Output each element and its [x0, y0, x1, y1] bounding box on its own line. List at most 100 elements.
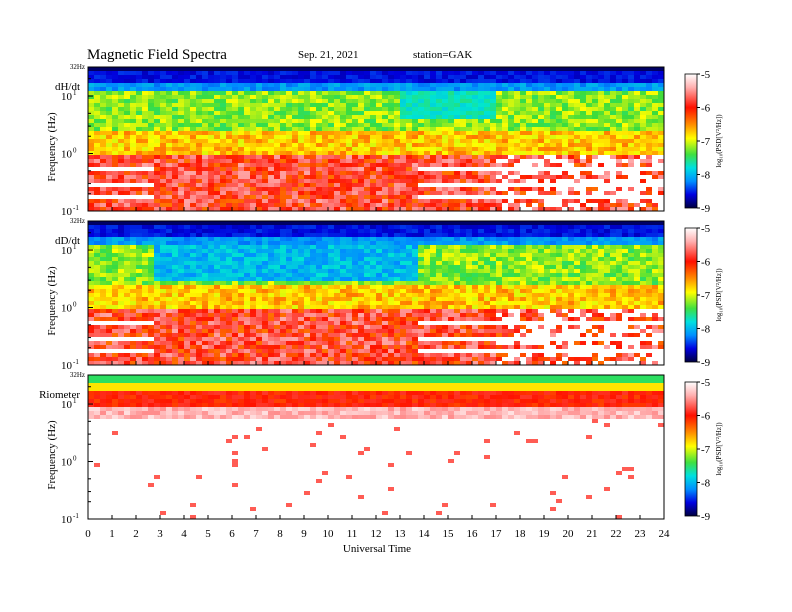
spectrogram-cell [448, 171, 455, 176]
spectrogram-cell [136, 241, 143, 246]
spectrogram-cell [544, 115, 551, 120]
spectrogram-cell [238, 277, 245, 282]
spectrogram-cell [124, 265, 131, 270]
spectrogram-cell [106, 203, 113, 208]
spectrogram-cell [478, 127, 485, 132]
spectrogram-cell [514, 135, 521, 140]
spectrogram-cell [322, 301, 329, 306]
spectrogram-cell [322, 321, 329, 326]
spectrogram-cell [112, 353, 119, 358]
spectrogram-cell [106, 103, 113, 108]
spectrogram-cell [112, 349, 119, 354]
spectrogram-cell [142, 199, 149, 204]
spectrogram-cell [316, 249, 323, 254]
spectrogram-cell [244, 155, 251, 160]
spectrogram-cell [598, 171, 605, 176]
spectrogram-cell [568, 171, 575, 176]
spectrogram-cell [178, 103, 185, 108]
spectrogram-cell [142, 179, 149, 184]
spectrogram-cell [424, 163, 431, 168]
spectrogram-cell [202, 203, 209, 208]
spectrogram-cell [460, 107, 467, 112]
spectrogram-cell [580, 71, 587, 76]
spectrogram-cell [184, 253, 191, 258]
spectrogram-cell [226, 357, 233, 362]
spectrogram-cell [208, 309, 215, 314]
spectrogram-cell [94, 293, 101, 298]
spectrogram-cell [172, 143, 179, 148]
spectrogram-cell [634, 127, 641, 132]
spectrogram-cell [214, 249, 221, 254]
spectrogram-cell [652, 115, 659, 120]
spectrogram-cell [256, 71, 263, 76]
spectrogram-cell [226, 175, 233, 180]
spectrogram-cell [328, 207, 335, 212]
spectrogram-cell [256, 143, 263, 148]
spectrogram-cell [394, 199, 401, 204]
spectrogram-cell [640, 159, 647, 164]
spectrogram-cell [514, 95, 521, 100]
spectrogram-cell [130, 179, 137, 184]
spectrogram-cell [502, 79, 509, 84]
spectrogram-cell [484, 119, 491, 124]
spectrogram-cell [622, 151, 629, 156]
spectrogram-cell [268, 83, 275, 88]
spectrogram-cell [592, 131, 599, 136]
spectrogram-cell [382, 191, 389, 196]
spectrogram-cell [376, 79, 383, 84]
spectrogram-cell [322, 83, 329, 88]
spectrogram-cell [448, 91, 455, 96]
spectrogram-cell [220, 75, 227, 80]
spectrogram-cell [208, 229, 215, 234]
spectrogram-cell [244, 345, 251, 350]
spectrogram-cell [124, 333, 131, 338]
spectrogram-cell [280, 175, 287, 180]
spectrogram-cell [262, 249, 269, 254]
spectrogram-cell [136, 301, 143, 306]
spectrogram-cell [262, 357, 269, 362]
spectrogram-cell [136, 107, 143, 112]
spectrogram-cell [130, 123, 137, 128]
spectrogram-cell [298, 277, 305, 282]
spectrogram-cell [460, 179, 467, 184]
spectrogram-cell [562, 155, 569, 160]
spectrogram-cell [214, 321, 221, 326]
spectrogram-cell [328, 175, 335, 180]
spectrogram-cell [508, 75, 515, 80]
spectrogram-cell [196, 225, 203, 230]
spectrogram-cell [202, 225, 209, 230]
spectrogram-cell [610, 87, 617, 92]
spectrogram-cell [340, 71, 347, 76]
spectrogram-cell [286, 345, 293, 350]
spectrogram-cell [286, 321, 293, 326]
spectrogram-cell [586, 111, 593, 116]
spectrogram-cell [394, 127, 401, 132]
spectrogram-cell [316, 301, 323, 306]
spectrogram-cell [448, 151, 455, 156]
spectrogram-cell [304, 225, 311, 230]
spectrogram-cell [490, 95, 497, 100]
spectrogram-cell [166, 135, 173, 140]
spectrogram-cell [376, 195, 383, 200]
spectrogram-cell [388, 83, 395, 88]
spectrogram-cell [316, 199, 323, 204]
spectrogram-cell [262, 325, 269, 330]
spectrogram-cell [466, 195, 473, 200]
spectrogram-cell [514, 107, 521, 112]
spectrogram-cell [250, 253, 257, 258]
y-tick-label: 10 [61, 91, 73, 103]
spectrogram-cell [610, 131, 617, 136]
spectrogram-cell [148, 361, 155, 366]
spectrogram-cell [268, 289, 275, 294]
spectrogram-cell [616, 155, 623, 160]
spectrogram-cell [352, 79, 359, 84]
spectrogram-cell [226, 233, 233, 238]
spectrogram-cell [274, 337, 281, 342]
spectrogram-cell [310, 361, 317, 366]
spectrogram-cell [160, 151, 167, 156]
spectrogram-cell [244, 269, 251, 274]
spectrogram-cell [130, 353, 137, 358]
spectrogram-cell [412, 163, 419, 168]
spectrogram-cell [370, 131, 377, 136]
spectrogram-cell [88, 155, 95, 160]
